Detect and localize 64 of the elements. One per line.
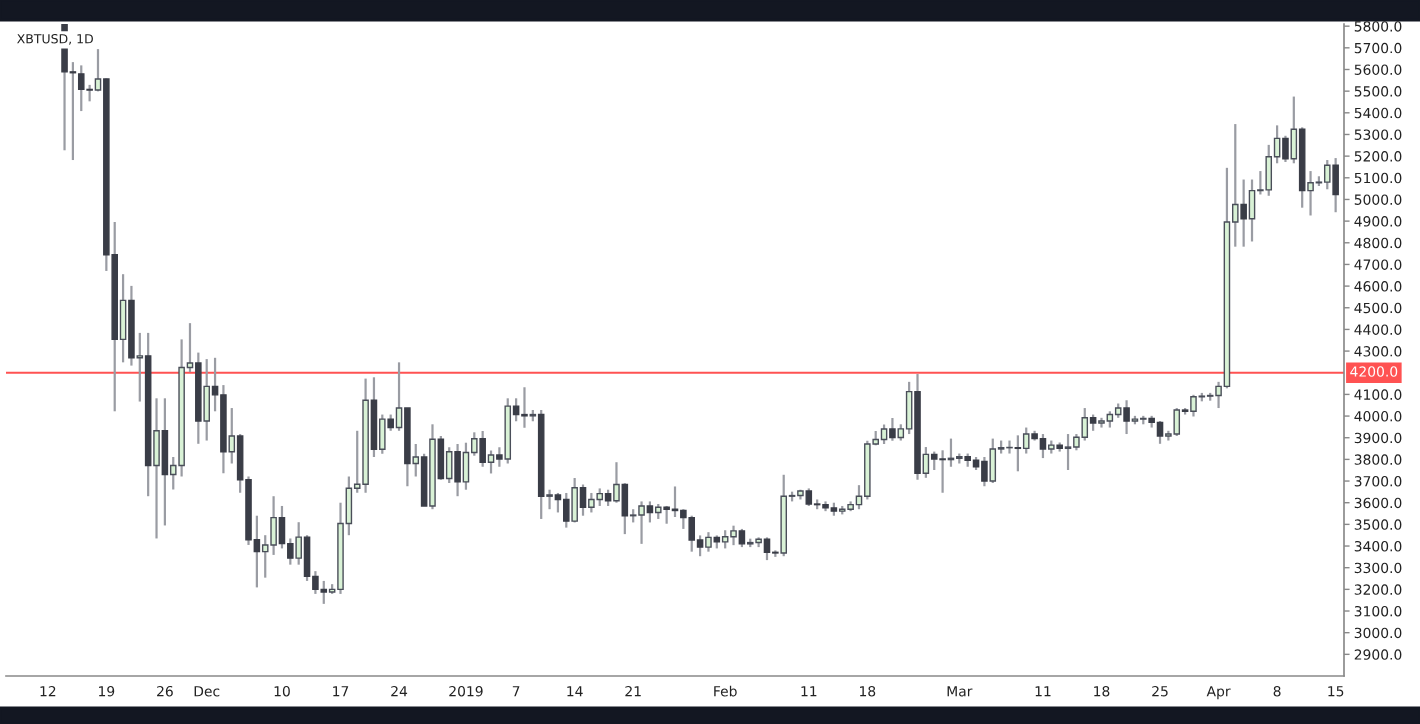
candlestick	[1064, 432, 1072, 472]
candlestick	[320, 579, 328, 605]
candlestick	[981, 455, 988, 488]
candlestick	[1014, 434, 1022, 473]
candlestick	[412, 442, 420, 478]
candlestick	[705, 531, 712, 553]
candlestick	[571, 476, 578, 524]
candlestick	[721, 529, 729, 550]
candlestick	[295, 521, 302, 566]
candlestick	[1282, 134, 1289, 164]
candlestick	[1081, 406, 1089, 442]
candlestick	[905, 380, 913, 436]
candlestick	[621, 482, 629, 536]
candlestick	[228, 406, 236, 465]
candlestick	[161, 397, 169, 527]
candlestick	[1022, 426, 1030, 455]
candlestick	[638, 500, 645, 545]
candlestick	[1290, 95, 1298, 165]
candlestick	[270, 495, 277, 557]
candlestick	[445, 446, 453, 485]
candlestick	[563, 491, 570, 529]
candlestick	[730, 524, 737, 547]
candlestick	[688, 514, 696, 553]
candlestick	[939, 449, 946, 494]
candlestick	[579, 483, 587, 517]
candlestick	[94, 48, 102, 93]
candlestick	[1323, 158, 1331, 191]
candlestick	[1190, 393, 1197, 418]
candlestick	[303, 534, 311, 583]
candlestick	[487, 449, 495, 475]
candlestick	[880, 423, 888, 446]
candlestick	[1307, 169, 1314, 217]
candlestick	[613, 461, 620, 504]
candlestick	[136, 331, 144, 403]
candlestick	[922, 445, 930, 479]
candlestick	[512, 397, 520, 423]
candlestick	[546, 488, 553, 511]
candlestick	[763, 536, 771, 562]
candlestick	[646, 500, 654, 524]
candlestick	[989, 437, 997, 485]
candlestick	[119, 273, 127, 364]
candlestick	[153, 397, 160, 540]
candlestick	[1265, 143, 1273, 197]
candlestick	[496, 446, 503, 468]
candlestick	[454, 442, 461, 498]
candlestick	[554, 491, 562, 514]
candlestick	[1173, 406, 1181, 438]
candlestick	[1240, 178, 1247, 248]
candlestick	[479, 429, 486, 468]
candlestick	[521, 386, 528, 429]
candlestick	[1156, 419, 1164, 445]
candlestick	[1039, 432, 1047, 460]
candlestick	[437, 434, 445, 481]
candlestick	[77, 64, 85, 113]
candlestick	[1123, 399, 1130, 436]
candlestick	[379, 413, 386, 455]
candlestick	[738, 527, 746, 549]
candlestick	[203, 357, 210, 442]
candlestick	[588, 491, 595, 514]
candlestick	[1332, 156, 1339, 214]
candlestick	[462, 441, 470, 491]
candlestick	[1248, 178, 1256, 243]
candlestick	[889, 416, 896, 442]
candlestick	[395, 361, 403, 432]
